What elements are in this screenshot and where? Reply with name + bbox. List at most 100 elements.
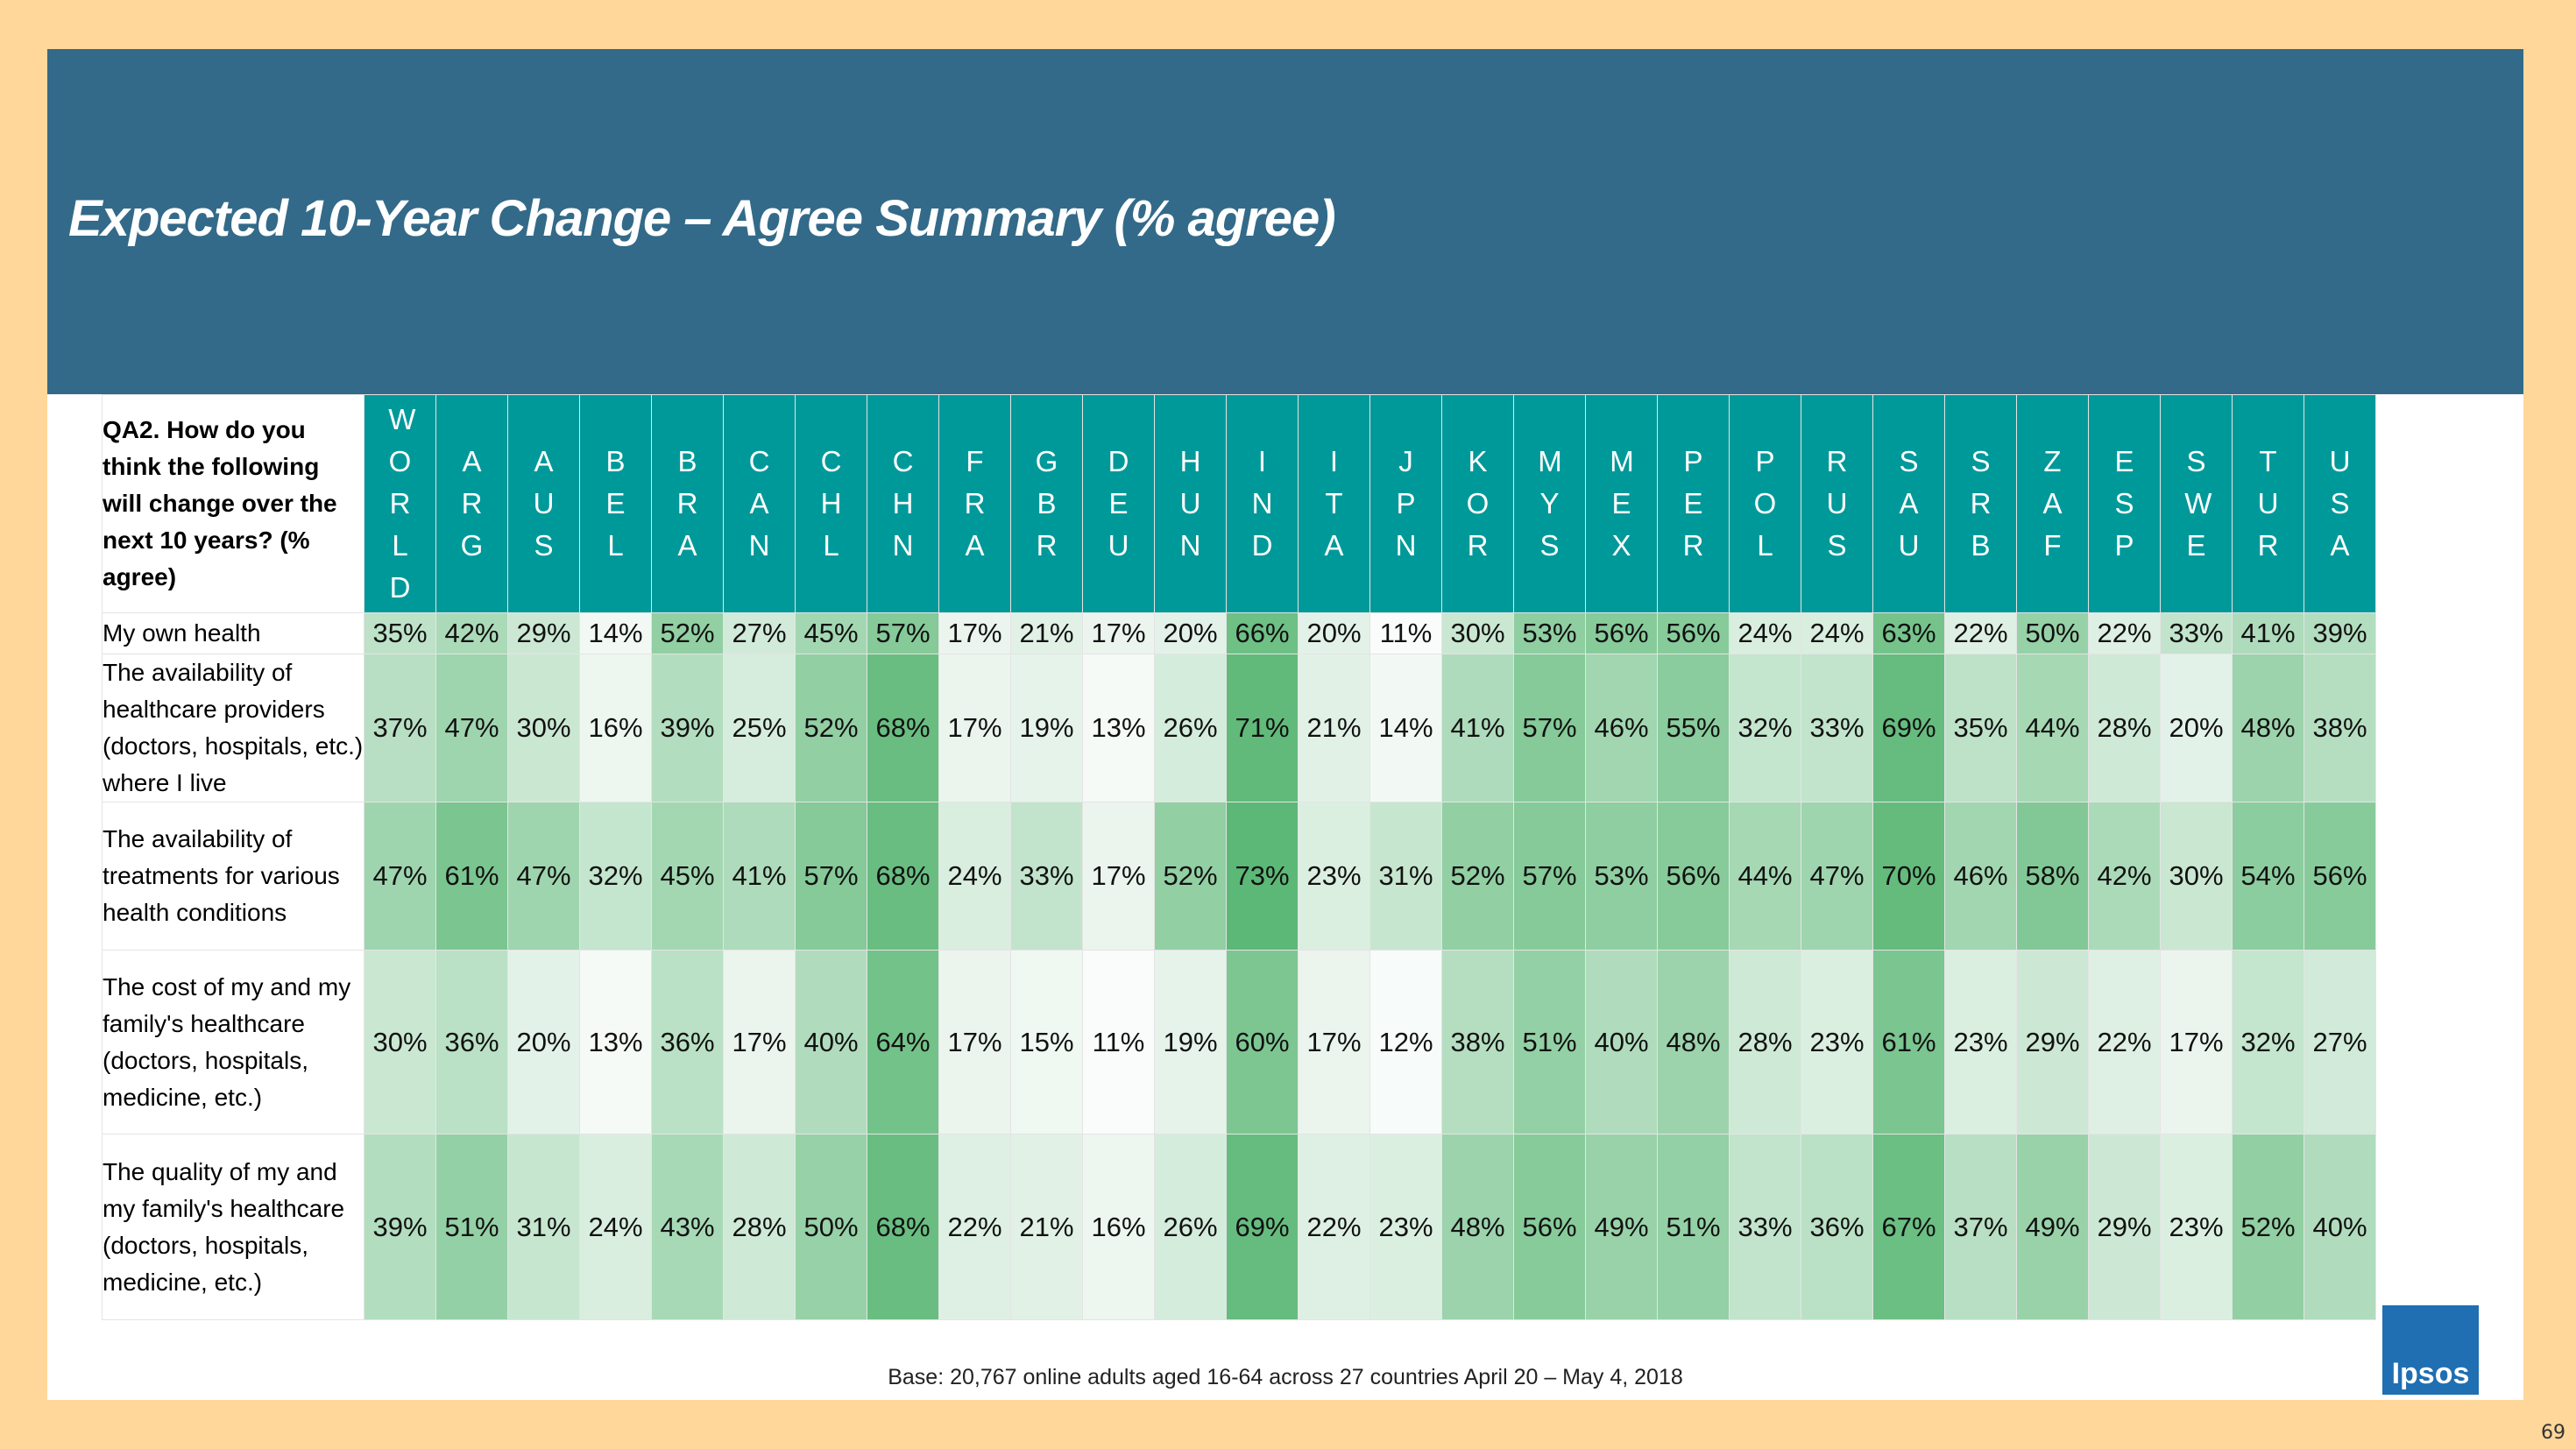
column-label: MYS <box>1538 445 1562 562</box>
cell: 39% <box>651 654 724 802</box>
cell: 24% <box>1729 612 1801 654</box>
cell: 57% <box>867 612 939 654</box>
column-header: CAN <box>723 394 796 613</box>
column-label: GBR <box>1035 445 1058 562</box>
cell: 11% <box>1369 612 1442 654</box>
column-label: ITA <box>1324 445 1344 562</box>
cell: 58% <box>2016 802 2089 951</box>
column-header: BEL <box>579 394 652 613</box>
column-label: AUS <box>533 445 555 562</box>
cell: 46% <box>1944 802 2017 951</box>
cell: 17% <box>723 950 796 1134</box>
cell: 46% <box>1585 654 1658 802</box>
cell: 33% <box>1729 1134 1801 1320</box>
cell: 41% <box>723 802 796 951</box>
slide: Expected 10-Year Change – Agree Summary … <box>47 49 2523 1400</box>
cell: 40% <box>1585 950 1658 1134</box>
cell: 48% <box>1657 950 1730 1134</box>
cell: 17% <box>938 654 1011 802</box>
cell: 57% <box>1513 802 1586 951</box>
cell: 33% <box>2160 612 2233 654</box>
cell: 50% <box>2016 612 2089 654</box>
column-label: RUS <box>1826 445 1848 562</box>
cell: 40% <box>2304 1134 2376 1320</box>
cell: 38% <box>2304 654 2376 802</box>
cell: 47% <box>507 802 580 951</box>
cell: 45% <box>651 802 724 951</box>
column-header: DEU <box>1082 394 1155 613</box>
cell: 41% <box>2232 612 2304 654</box>
cell: 20% <box>1154 612 1227 654</box>
cell: 52% <box>2232 1134 2304 1320</box>
column-header: ARG <box>435 394 508 613</box>
column-header: POL <box>1729 394 1801 613</box>
cell: 50% <box>795 1134 867 1320</box>
cell: 21% <box>1010 1134 1083 1320</box>
cell: 42% <box>435 612 508 654</box>
cell: 51% <box>1513 950 1586 1134</box>
cell: 37% <box>1944 1134 2017 1320</box>
cell: 17% <box>1082 802 1155 951</box>
cell: 44% <box>1729 802 1801 951</box>
cell: 14% <box>1369 654 1442 802</box>
cell: 23% <box>1298 802 1370 951</box>
column-label: MEX <box>1610 445 1634 562</box>
cell: 42% <box>2088 802 2161 951</box>
cell: 60% <box>1226 950 1299 1134</box>
column-label: PER <box>1682 445 1704 562</box>
row-label: The cost of my and my family's healthcar… <box>102 950 364 1134</box>
cell: 57% <box>1513 654 1586 802</box>
cell: 52% <box>1441 802 1514 951</box>
cell: 23% <box>1369 1134 1442 1320</box>
cell: 47% <box>1801 802 1873 951</box>
cell: 29% <box>2088 1134 2161 1320</box>
cell: 16% <box>579 654 652 802</box>
cell: 28% <box>1729 950 1801 1134</box>
cell: 51% <box>435 1134 508 1320</box>
cell: 44% <box>2016 654 2089 802</box>
cell: 63% <box>1872 612 1945 654</box>
cell: 73% <box>1226 802 1299 951</box>
column-header: ITA <box>1298 394 1370 613</box>
header-row: QA2. How do you think the following will… <box>102 394 2376 613</box>
cell: 68% <box>867 654 939 802</box>
row-label: The availability of healthcare providers… <box>102 654 364 802</box>
cell: 40% <box>795 950 867 1134</box>
column-label: CHN <box>892 445 914 562</box>
cell: 30% <box>2160 802 2233 951</box>
column-label: BRA <box>676 445 698 562</box>
cell: 19% <box>1010 654 1083 802</box>
column-header: PER <box>1657 394 1730 613</box>
cell: 56% <box>2304 802 2376 951</box>
column-header: SRB <box>1944 394 2017 613</box>
column-header: WORLD <box>364 394 436 613</box>
cell: 70% <box>1872 802 1945 951</box>
column-label: ESP <box>2114 445 2134 562</box>
cell: 29% <box>507 612 580 654</box>
cell: 17% <box>938 950 1011 1134</box>
row-label: The availability of treatments for vario… <box>102 802 364 951</box>
cell: 27% <box>723 612 796 654</box>
cell: 52% <box>651 612 724 654</box>
cell: 53% <box>1513 612 1586 654</box>
column-label: TUR <box>2257 445 2279 562</box>
cell: 30% <box>507 654 580 802</box>
cell: 19% <box>1154 950 1227 1134</box>
cell: 57% <box>795 802 867 951</box>
data-row: The quality of my and my family's health… <box>102 1134 2376 1320</box>
data-row: My own health 35% 42% 29% 14% 52% 27% 45% 57% 17%… <box>102 612 2376 654</box>
column-header: ESP <box>2088 394 2161 613</box>
cell: 17% <box>938 612 1011 654</box>
column-header: GBR <box>1010 394 1083 613</box>
column-label: ARG <box>460 445 484 562</box>
cell: 69% <box>1872 654 1945 802</box>
cell: 56% <box>1513 1134 1586 1320</box>
cell: 29% <box>2016 950 2089 1134</box>
column-header: KOR <box>1441 394 1514 613</box>
column-label: SRB <box>1970 445 1992 562</box>
cell: 11% <box>1082 950 1155 1134</box>
cell: 32% <box>1729 654 1801 802</box>
cell: 22% <box>938 1134 1011 1320</box>
data-table: QA2. How do you think the following will… <box>102 394 2376 1320</box>
